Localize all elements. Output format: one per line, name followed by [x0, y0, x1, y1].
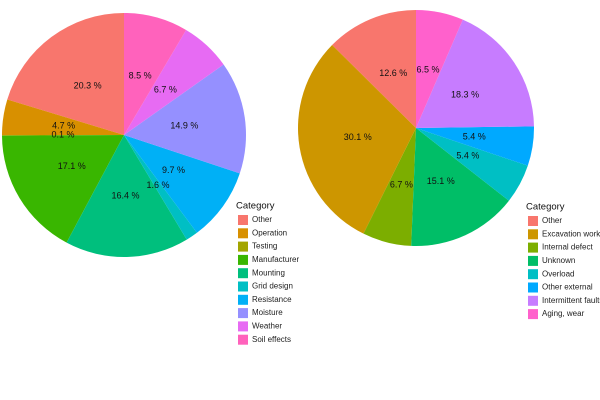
pie-slice: [332, 10, 416, 128]
legend-key: [528, 229, 538, 240]
legend-key: [238, 268, 248, 279]
legend-key: [528, 216, 538, 226]
legend-key: [238, 215, 248, 225]
legend-label: Soil effects: [252, 335, 291, 344]
pie-slice: [124, 64, 246, 174]
legend-title: Category: [236, 201, 275, 212]
legend-label: Mounting: [252, 268, 285, 277]
pie-slice: [7, 13, 125, 135]
legend-key: [528, 269, 538, 280]
legend-key: [238, 294, 248, 305]
legend-key: [238, 281, 248, 292]
legend-title: Category: [526, 202, 565, 213]
value-label: 18.3 %: [451, 90, 479, 100]
legend-key: [528, 309, 538, 320]
value-label: 6.7 %: [390, 180, 413, 190]
legend-key: [238, 254, 248, 265]
legend-label: Internal defect: [542, 243, 593, 252]
legend-key: [238, 241, 248, 252]
legend-label: Resistance: [252, 295, 292, 304]
legend-key: [528, 295, 538, 306]
value-label: 12.6 %: [379, 68, 407, 78]
pie-slice: [411, 128, 509, 246]
legend-label: Unknown: [542, 256, 575, 265]
legend-label: Grid design: [252, 282, 293, 291]
pie-slice: [416, 126, 534, 166]
pie-slice: [363, 128, 416, 246]
value-label: 6.5 %: [416, 65, 439, 75]
legend-label: Weather: [252, 322, 282, 331]
legend-label: Other external: [542, 283, 593, 292]
legend-label: Other: [542, 216, 562, 225]
pie-slice: [416, 128, 528, 201]
legend-label: Aging, wear: [542, 309, 585, 318]
value-label: 8.5 %: [129, 71, 152, 81]
legend-label: Testing: [252, 242, 277, 251]
legend-label: Overload: [542, 269, 574, 278]
legend-key: [528, 255, 538, 266]
legend-label: Operation: [252, 228, 287, 237]
pie-slice: [2, 135, 124, 243]
legend-label: Moisture: [252, 308, 283, 317]
legend-label: Excavation work: [542, 229, 600, 238]
legend-key: [238, 334, 248, 345]
pie-slice: [124, 13, 187, 135]
value-label: 9.7 %: [162, 165, 185, 175]
pie-slice: [124, 135, 197, 240]
legend-label: Manufacturer: [252, 255, 299, 264]
legend-key: [238, 321, 248, 332]
legend-key: [238, 228, 248, 239]
value-label: 1.6 %: [146, 180, 169, 190]
value-label: 6.7 %: [154, 85, 177, 95]
legend-key: [528, 242, 538, 253]
pie-slice: [298, 45, 416, 234]
legend-key: [238, 308, 248, 319]
legend-label: Other: [252, 215, 272, 224]
value-label: 14.9 %: [170, 120, 198, 130]
value-label: 20.3 %: [74, 80, 102, 90]
pie-slice: [1, 135, 124, 136]
pie-slice: [2, 99, 124, 135]
value-label: 17.1 %: [58, 161, 86, 171]
legend-label: Intermittent faults: [542, 296, 600, 305]
pie-slice: [416, 10, 463, 128]
pie-slice: [66, 135, 187, 257]
value-label: 30.1 %: [344, 132, 372, 142]
pie-slice: [416, 19, 534, 128]
pie-slice: [124, 135, 240, 233]
value-label: 5.4 %: [456, 150, 479, 160]
value-label: 16.4 %: [112, 190, 140, 200]
value-label: 4.7 %: [52, 120, 75, 130]
pie-slice: [124, 29, 224, 136]
legend-key: [528, 282, 538, 293]
value-label: 5.4 %: [463, 132, 486, 142]
value-label: 15.1 %: [427, 176, 455, 186]
value-label: 0.1 %: [51, 130, 74, 140]
